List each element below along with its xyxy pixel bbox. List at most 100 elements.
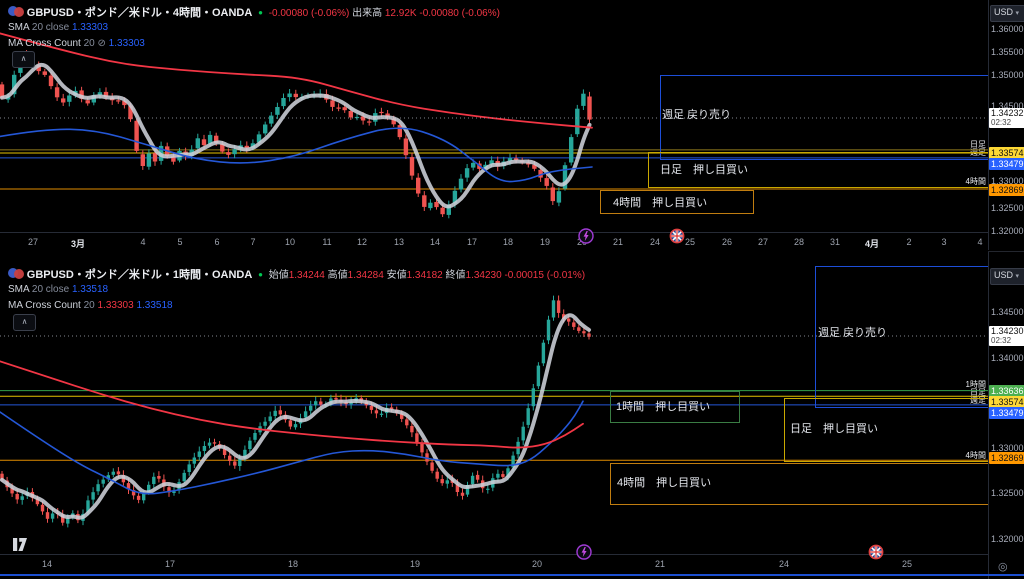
price-tick: 1.35000	[991, 70, 1024, 80]
macc-value-1: 1.33303	[97, 300, 134, 311]
high-value: 1.34284	[347, 270, 384, 281]
level-tag: 日足	[970, 140, 986, 149]
macc-legend-row[interactable]: MA Cross Count 20 1.33303 1.33518	[8, 300, 173, 311]
sma-slow-line	[0, 360, 584, 449]
ma-cross-count-line	[0, 313, 591, 520]
price-level-label: 1.33574	[989, 396, 1024, 408]
sma-label: SMA	[8, 22, 30, 33]
time-label: 17	[164, 559, 175, 569]
price-tick: 1.32000	[991, 226, 1024, 236]
candlestick-plot-4h[interactable]	[0, 0, 988, 232]
candlestick-plot-1h[interactable]	[0, 252, 988, 554]
time-label: 28	[793, 237, 804, 247]
change-value: -0.00015 (-0.01%)	[504, 270, 586, 281]
time-label: 14	[429, 237, 440, 247]
economic-event-bolt-icon[interactable]	[576, 544, 592, 560]
symbol-row[interactable]: GBPUSD・ポンド／米ドル・4時間・OANDA ● -0.00080 (-0.…	[8, 4, 500, 20]
collapse-indicators-button[interactable]: ∧	[12, 51, 35, 68]
price-tick: 1.33000	[991, 443, 1024, 453]
low-value: 1.34182	[406, 270, 443, 281]
time-label: 10	[284, 237, 295, 247]
level-tag: 日足	[970, 388, 986, 397]
change-value: -0.00080 (-0.06%)	[268, 8, 350, 19]
candles-group	[0, 295, 591, 528]
time-axis-4h[interactable]: 273月456710111213141718192021242526272831…	[0, 232, 988, 252]
time-label: 5	[177, 237, 183, 247]
macc-value: 1.33303	[108, 38, 145, 49]
price-tick: 1.32000	[991, 534, 1024, 544]
time-label: 31	[829, 237, 840, 247]
collapse-indicators-button[interactable]: ∧	[13, 314, 36, 331]
level-tag: 4時間	[965, 451, 986, 460]
time-label: 26	[721, 237, 732, 247]
gear-icon[interactable]: ◎	[998, 561, 1008, 573]
price-axis-4h[interactable]: USD ▾ 1.36000 1.35500 1.35000 1.34500 1.3300…	[988, 0, 1024, 250]
macc-label: MA Cross Count	[8, 38, 81, 49]
time-label: 19	[539, 237, 550, 247]
pair-icon	[8, 6, 24, 17]
time-label: 4月	[864, 239, 879, 249]
sma-params: 20 close	[31, 284, 70, 295]
time-label: 19	[409, 559, 420, 569]
macc-params: 20	[83, 300, 95, 311]
ma-cross-count-line	[0, 62, 592, 209]
bottom-border-strip	[0, 574, 1024, 576]
time-label: 4	[977, 237, 983, 247]
close-label: 終値	[445, 270, 466, 281]
time-label: 27	[27, 237, 38, 247]
level-tag: 週足	[970, 396, 986, 405]
level-tag: 4時間	[965, 177, 986, 186]
chart-pane-1h: 1時間 押し目買い 日足 押し目買い 4時間 押し目買い 週足 戻り売り GBPUSD…	[0, 251, 1024, 579]
time-label: 20	[531, 559, 542, 569]
close-value: 1.34230	[465, 270, 502, 281]
chevron-down-icon: ▾	[1015, 273, 1020, 280]
gbp-news-flag-icon[interactable]	[868, 544, 884, 560]
market-open-dot-icon: ●	[258, 8, 263, 17]
symbol-title[interactable]: GBPUSD・ポンド／米ドル・1時間・OANDA	[26, 269, 253, 281]
volume-label: 出来高	[352, 8, 383, 19]
currency-dropdown[interactable]: USD ▾	[990, 268, 1024, 285]
price-level-label: 1.32869	[989, 184, 1024, 196]
symbol-row[interactable]: GBPUSD・ポンド／米ドル・1時間・OANDA ● 始値1.34244 高値1…	[8, 266, 585, 282]
last-price-label: 1.34232 02:32	[989, 108, 1024, 128]
low-label: 安値	[386, 270, 407, 281]
sma20-line	[0, 127, 593, 183]
time-label: 24	[778, 559, 789, 569]
symbol-title[interactable]: GBPUSD・ポンド／米ドル・4時間・OANDA	[26, 7, 253, 19]
sma-label: SMA	[8, 284, 30, 295]
time-label: 24	[649, 237, 660, 247]
time-label: 18	[502, 237, 513, 247]
macc-params: 20	[83, 38, 95, 49]
time-label: 25	[901, 559, 912, 569]
time-label: 7	[250, 237, 256, 247]
sma-legend-row[interactable]: SMA 20 close 1.33303	[8, 22, 108, 33]
time-label: 17	[466, 237, 477, 247]
macc-label: MA Cross Count	[8, 300, 81, 311]
sma-legend-row[interactable]: SMA 20 close 1.33518	[8, 284, 108, 295]
time-label: 21	[612, 237, 623, 247]
price-tick: 1.35500	[991, 47, 1024, 57]
currency-dropdown[interactable]: USD ▾	[990, 5, 1024, 22]
tradingview-logo[interactable]	[13, 538, 33, 556]
market-open-dot-icon: ●	[258, 270, 263, 279]
gbp-news-flag-icon[interactable]	[669, 228, 685, 244]
price-level-label: 1.33636	[989, 385, 1024, 397]
time-label: 18	[287, 559, 298, 569]
macc-value-2: 1.33518	[136, 300, 173, 311]
time-label: 3	[941, 237, 947, 247]
economic-event-bolt-icon[interactable]	[578, 228, 594, 244]
price-tick: 1.32500	[991, 488, 1024, 498]
high-label: 高値	[327, 270, 348, 281]
macc-legend-row[interactable]: MA Cross Count 20 ⊘ 1.33303	[8, 38, 145, 49]
open-label: 始値	[268, 270, 289, 281]
time-label: 11	[322, 237, 332, 247]
time-label: 12	[356, 237, 367, 247]
sma-value: 1.33303	[71, 22, 109, 33]
sma-params: 20 close	[31, 22, 70, 33]
time-axis-1h[interactable]: 14 17 18 19 20 21 24 25	[0, 554, 988, 574]
sma-value: 1.33518	[71, 284, 109, 295]
price-axis-1h[interactable]: USD ▾ 1.34500 1.34000 1.33000 1.32500 1.3200…	[988, 252, 1024, 579]
chart-pane-4h: 日足 押し目買い 4時間 押し目買い 週足 戻り売り GBPUSD・ポンド／米ドル・…	[0, 0, 1024, 252]
price-level-label: 1.33479	[989, 158, 1024, 170]
